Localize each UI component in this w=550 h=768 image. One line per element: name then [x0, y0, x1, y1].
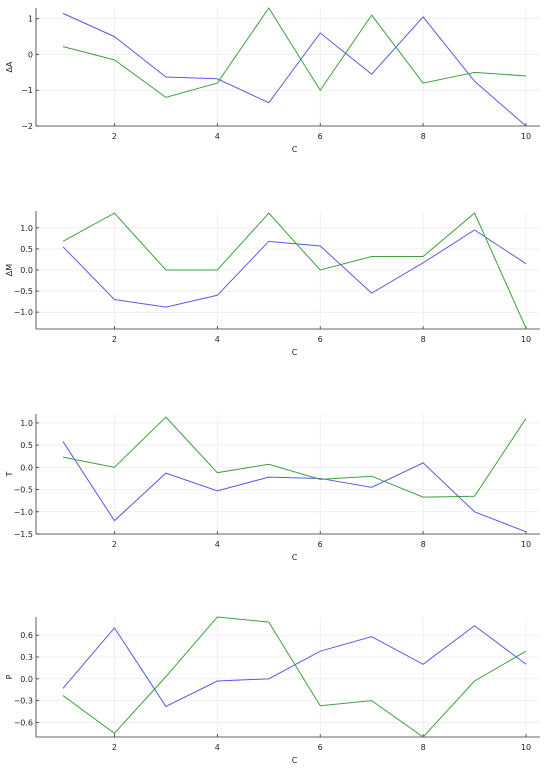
x-tick-label: 6 — [318, 335, 323, 344]
series-line-1 — [63, 626, 526, 707]
x-tick-label: 4 — [215, 132, 220, 141]
y-tick-label: −1 — [21, 86, 33, 95]
x-tick-label: 2 — [112, 743, 117, 752]
x-tick-label: 4 — [215, 335, 220, 344]
x-tick-label: 8 — [421, 540, 426, 549]
y-tick-label: 0.5 — [20, 245, 33, 254]
y-tick-label: −2 — [21, 122, 33, 131]
x-axis-label: C — [292, 756, 298, 765]
chart-panel-3: 2 4 6 8 10 −1.5 −1.0 −0.5 0.0 0.5 1.0 C T — [5, 414, 540, 562]
y-tick-label: 0.3 — [20, 653, 33, 662]
y-tick-label: −1.0 — [14, 508, 33, 517]
y-tick-label: −0.6 — [14, 718, 33, 727]
x-tick-label: 2 — [112, 335, 117, 344]
chart-panel-2: 2 4 6 8 10 −1.0 −0.5 0.0 0.5 1.0 C ΔM — [5, 211, 540, 357]
x-tick-label: 2 — [112, 540, 117, 549]
x-tick-label: 10 — [521, 335, 531, 344]
y-tick-label: 0.0 — [20, 675, 33, 684]
y-tick-label: 0 — [28, 50, 33, 59]
x-tick-label: 6 — [318, 540, 323, 549]
x-tick-label: 10 — [521, 743, 531, 752]
series-line-1 — [63, 442, 526, 532]
series-line-2 — [63, 417, 526, 497]
y-tick-label: −1.0 — [14, 308, 33, 317]
y-tick-label: −0.3 — [14, 697, 33, 706]
x-tick-label: 8 — [421, 132, 426, 141]
y-axis-label: ΔM — [5, 264, 14, 276]
y-axis-label: ΔA — [5, 61, 14, 72]
x-tick-label: 8 — [421, 335, 426, 344]
x-axis-label: C — [292, 553, 298, 562]
x-tick-label: 2 — [112, 132, 117, 141]
y-tick-label: −0.5 — [14, 287, 33, 296]
series-line-2 — [63, 8, 526, 97]
y-tick-label: 1 — [28, 15, 33, 24]
x-tick-label: 10 — [521, 132, 531, 141]
y-tick-label: 0.5 — [20, 441, 33, 450]
x-tick-label: 6 — [318, 132, 323, 141]
y-tick-label: 1.0 — [20, 224, 33, 233]
y-tick-label: 0.0 — [20, 266, 33, 275]
y-tick-label: 1.0 — [20, 419, 33, 428]
y-axis-label: P — [5, 674, 14, 679]
series-line-1 — [63, 13, 526, 126]
x-tick-label: 8 — [421, 743, 426, 752]
x-axis-label: C — [292, 348, 298, 357]
chart-panel-1: 2 4 6 8 10 −2 −1 0 1 C ΔA — [5, 8, 540, 154]
x-tick-label: 10 — [521, 540, 531, 549]
y-axis-label: T — [5, 471, 14, 477]
series-line-2 — [63, 213, 526, 328]
y-tick-label: 0.6 — [20, 631, 33, 640]
y-tick-label: −1.5 — [14, 530, 33, 539]
x-axis-label: C — [292, 145, 298, 154]
y-tick-label: −0.5 — [14, 486, 33, 495]
x-tick-label: 4 — [215, 743, 220, 752]
y-tick-label: 0.0 — [20, 463, 33, 472]
chart-panel-4: 2 4 6 8 10 −0.6 −0.3 0.0 0.3 0.6 C P — [5, 617, 540, 765]
x-tick-label: 6 — [318, 743, 323, 752]
x-tick-label: 4 — [215, 540, 220, 549]
